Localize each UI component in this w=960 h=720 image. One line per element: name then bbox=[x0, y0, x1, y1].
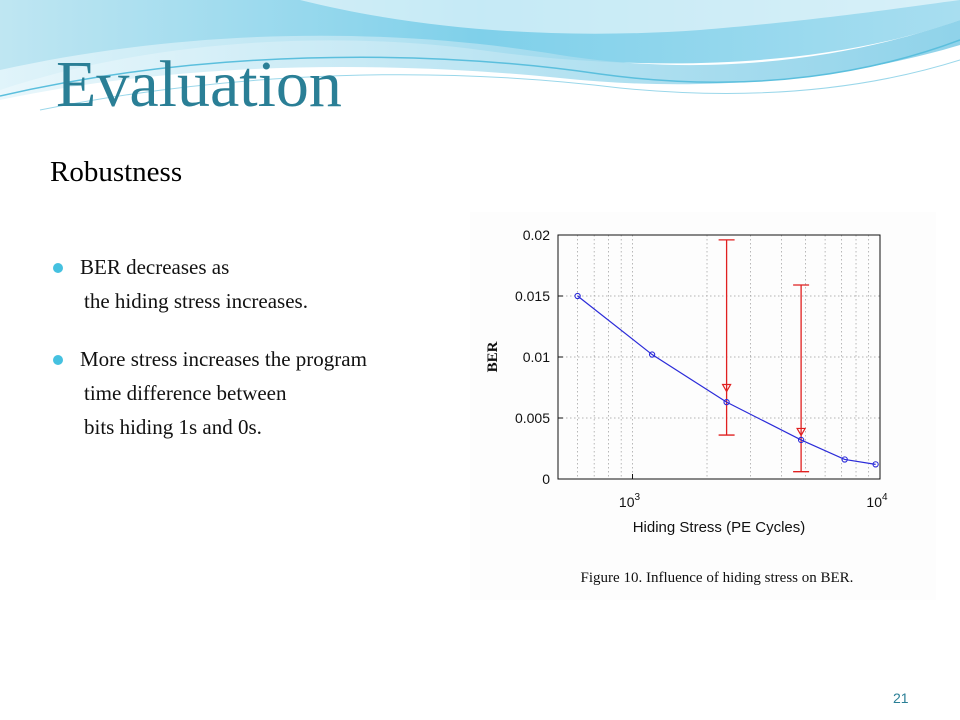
bullet-item: More stress increases the program time d… bbox=[50, 342, 470, 444]
x-tick-label: 104 bbox=[866, 492, 888, 510]
bullet-item: BER decreases as the hiding stress incre… bbox=[50, 250, 470, 318]
figure-caption: Figure 10. Influence of hiding stress on… bbox=[581, 570, 854, 586]
y-tick-label: 0.01 bbox=[523, 349, 550, 365]
y-tick-label: 0.015 bbox=[515, 288, 550, 304]
data-point bbox=[841, 456, 848, 463]
bullet-line: BER decreases as bbox=[80, 255, 230, 279]
bullet-line: the hiding stress increases. bbox=[84, 289, 308, 313]
bullet-line: More stress increases the program bbox=[80, 347, 367, 371]
page-number: 21 bbox=[893, 690, 909, 706]
data-point bbox=[574, 292, 581, 300]
series-line bbox=[577, 295, 876, 465]
y-tick-label: 0 bbox=[542, 471, 550, 487]
bullet-line: time difference between bbox=[84, 381, 287, 405]
bullet-dot-icon bbox=[53, 355, 63, 365]
error-bar-marker bbox=[796, 427, 807, 437]
x-axis-label: Hiding Stress (PE Cycles) bbox=[633, 519, 806, 536]
data-point bbox=[872, 461, 879, 468]
slide-title: Evaluation bbox=[56, 48, 342, 121]
figure: 0 0.005 0.01 0.015 0.02 103 104 Hiding Stress (… bbox=[470, 212, 936, 600]
section-heading: Robustness bbox=[50, 156, 183, 188]
data-point bbox=[723, 398, 730, 406]
bullet-line: bits hiding 1s and 0s. bbox=[84, 415, 262, 439]
header-swoosh bbox=[0, 0, 960, 111]
ber-chart: 0 0.005 0.01 0.015 0.02 103 104 Hiding Stress (… bbox=[485, 227, 888, 586]
bullet-dot-icon bbox=[53, 263, 63, 273]
error-bar-marker bbox=[721, 383, 732, 393]
y-axis-label: BER bbox=[485, 341, 501, 372]
y-tick-label: 0.02 bbox=[523, 227, 550, 243]
x-tick-label: 103 bbox=[619, 492, 641, 510]
bullet-list: BER decreases as the hiding stress incre… bbox=[50, 250, 470, 444]
data-point bbox=[797, 436, 805, 444]
data-point bbox=[648, 351, 656, 358]
y-tick-label: 0.005 bbox=[515, 410, 550, 426]
